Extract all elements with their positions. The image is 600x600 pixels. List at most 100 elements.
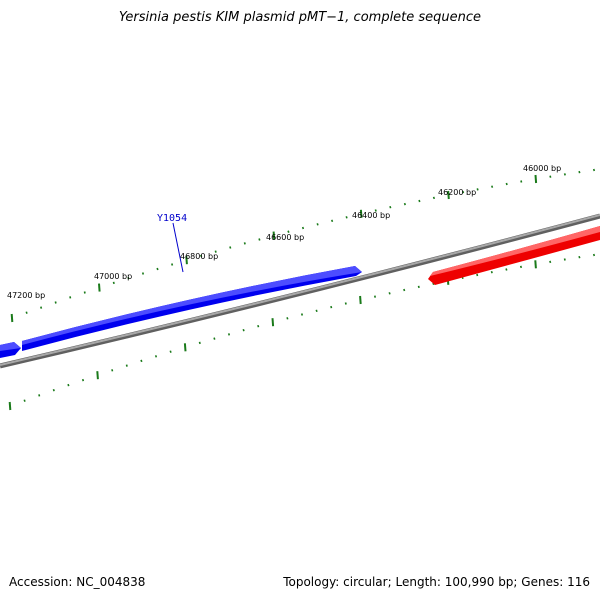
ruler-label-46000: 46000 bp bbox=[523, 164, 561, 173]
gene-label-leader bbox=[172, 222, 184, 273]
length-value: 100,990 bp bbox=[444, 575, 514, 589]
inner-ring-minor-tick bbox=[549, 260, 552, 264]
inner-ring-minor-tick bbox=[111, 369, 114, 372]
outer-ring-minor-tick bbox=[462, 190, 465, 194]
inner-ring-major-tick bbox=[183, 343, 187, 352]
inner-ring-minor-tick bbox=[373, 295, 377, 298]
inner-ring-minor-tick bbox=[592, 253, 596, 257]
outer-ring-major-tick bbox=[185, 256, 188, 265]
inner-ring-minor-tick bbox=[417, 285, 420, 289]
outer-ring-minor-tick bbox=[156, 267, 159, 271]
outer-ring-minor-tick bbox=[432, 196, 436, 200]
outer-ring-minor-tick bbox=[243, 242, 246, 245]
inner-ring-minor-tick bbox=[242, 328, 245, 332]
outer-ring-minor-tick bbox=[171, 263, 174, 266]
inner-ring-minor-tick bbox=[578, 255, 581, 259]
outer-ring-minor-tick bbox=[316, 223, 319, 226]
outer-ring-minor-tick bbox=[418, 199, 421, 203]
outer-ring-major-tick bbox=[98, 283, 101, 292]
inner-ring-major-tick bbox=[271, 318, 275, 327]
outer-ring-minor-tick bbox=[54, 301, 57, 304]
accession-value: NC_004838 bbox=[76, 575, 146, 589]
length-label: Length: bbox=[395, 575, 441, 589]
outer-ring-minor-tick bbox=[374, 209, 377, 212]
inner-ring-minor-tick bbox=[67, 383, 70, 387]
inner-ring-minor-tick bbox=[257, 324, 260, 328]
inner-ring-minor-tick bbox=[52, 388, 55, 392]
inner-ring-minor-tick bbox=[38, 394, 41, 397]
inner-ring-minor-tick bbox=[403, 288, 406, 292]
inner-ring-minor-tick bbox=[198, 341, 201, 345]
inner-ring-minor-tick bbox=[505, 268, 508, 271]
inner-tick-ring bbox=[8, 253, 596, 411]
outer-ring-major-tick bbox=[10, 313, 14, 323]
inner-ring-minor-tick bbox=[81, 378, 85, 382]
inner-ring-minor-tick bbox=[388, 292, 391, 295]
sequence-summary: Topology: circular; Length: 100,990 bp; … bbox=[283, 575, 590, 589]
inner-ring-minor-tick bbox=[227, 333, 231, 336]
inner-ring-minor-tick bbox=[344, 302, 347, 305]
topology-label: Topology: bbox=[283, 575, 340, 589]
inner-ring-minor-tick bbox=[490, 270, 493, 274]
outer-ring-minor-tick bbox=[549, 175, 552, 178]
outer-ring-minor-tick bbox=[389, 205, 392, 209]
inner-ring-minor-tick bbox=[315, 309, 318, 313]
inner-ring-major-tick bbox=[359, 295, 362, 305]
inner-ring-minor-tick bbox=[169, 350, 172, 353]
outer-ring-minor-tick bbox=[476, 188, 479, 191]
outer-ring-minor-tick bbox=[83, 291, 86, 294]
inner-ring-minor-tick bbox=[125, 364, 128, 367]
gene-Y1054[interactable] bbox=[22, 266, 362, 351]
outer-ring-minor-tick bbox=[112, 281, 115, 285]
outer-ring-minor-tick bbox=[200, 254, 203, 258]
outer-ring-minor-tick bbox=[141, 272, 145, 275]
genes-count: 116 bbox=[567, 575, 590, 589]
ruler-label-46400: 46400 bp bbox=[352, 211, 390, 220]
gene-fragment-left[interactable] bbox=[0, 342, 21, 358]
genes-label: Genes: bbox=[521, 575, 564, 589]
inner-ring-minor-tick bbox=[286, 317, 289, 320]
inner-ring-minor-tick bbox=[330, 305, 333, 309]
outer-ring-minor-tick bbox=[25, 311, 28, 314]
outer-ring-minor-tick bbox=[578, 170, 581, 174]
ruler-label-46600: 46600 bp bbox=[266, 233, 304, 242]
map-title: Yersinia pestis KIM plasmid pMT−1, compl… bbox=[118, 10, 482, 25]
inner-ring-major-tick bbox=[534, 260, 537, 269]
inner-ring-minor-tick bbox=[154, 355, 158, 358]
outer-ring-minor-tick bbox=[40, 306, 43, 309]
gene-reverse[interactable] bbox=[428, 226, 600, 285]
outer-tick-ring bbox=[10, 168, 596, 323]
outer-ring-minor-tick bbox=[563, 173, 566, 176]
outer-ring-minor-tick bbox=[214, 250, 217, 253]
inner-ring-minor-tick bbox=[140, 359, 143, 363]
inner-ring-major-tick bbox=[8, 401, 12, 411]
accession-info: Accession: NC_004838 bbox=[9, 575, 145, 589]
inner-ring-minor-tick bbox=[23, 399, 26, 402]
outer-ring-minor-tick bbox=[491, 185, 494, 188]
outer-ring-minor-tick bbox=[520, 180, 523, 183]
inner-ring-minor-tick bbox=[476, 273, 479, 277]
inner-ring-major-tick bbox=[96, 371, 99, 380]
topology-value: circular bbox=[343, 575, 388, 589]
ruler-label-46200: 46200 bp bbox=[438, 188, 476, 197]
inner-ring-minor-tick bbox=[563, 258, 566, 261]
outer-ring-minor-tick bbox=[127, 276, 130, 280]
outer-ring-minor-tick bbox=[301, 226, 305, 230]
inner-ring-minor-tick bbox=[213, 337, 216, 340]
inner-ring-minor-tick bbox=[519, 265, 523, 269]
gene-label-Y1054[interactable]: Y1054 bbox=[157, 213, 187, 224]
outer-ring-minor-tick bbox=[229, 246, 232, 249]
outer-ring-minor-tick bbox=[69, 296, 72, 299]
ruler-label-47000: 47000 bp bbox=[94, 272, 132, 281]
outer-ring-minor-tick bbox=[331, 219, 334, 223]
outer-ring-minor-tick bbox=[592, 168, 596, 172]
outer-ring-minor-tick bbox=[287, 230, 290, 233]
outer-ring-major-tick bbox=[272, 231, 276, 240]
outer-ring-major-tick bbox=[447, 190, 450, 200]
outer-ring-major-tick bbox=[359, 209, 363, 218]
backbone-highlight bbox=[0, 214, 600, 366]
ruler-label-47200: 47200 bp bbox=[7, 291, 45, 300]
inner-ring-minor-tick bbox=[300, 313, 304, 316]
